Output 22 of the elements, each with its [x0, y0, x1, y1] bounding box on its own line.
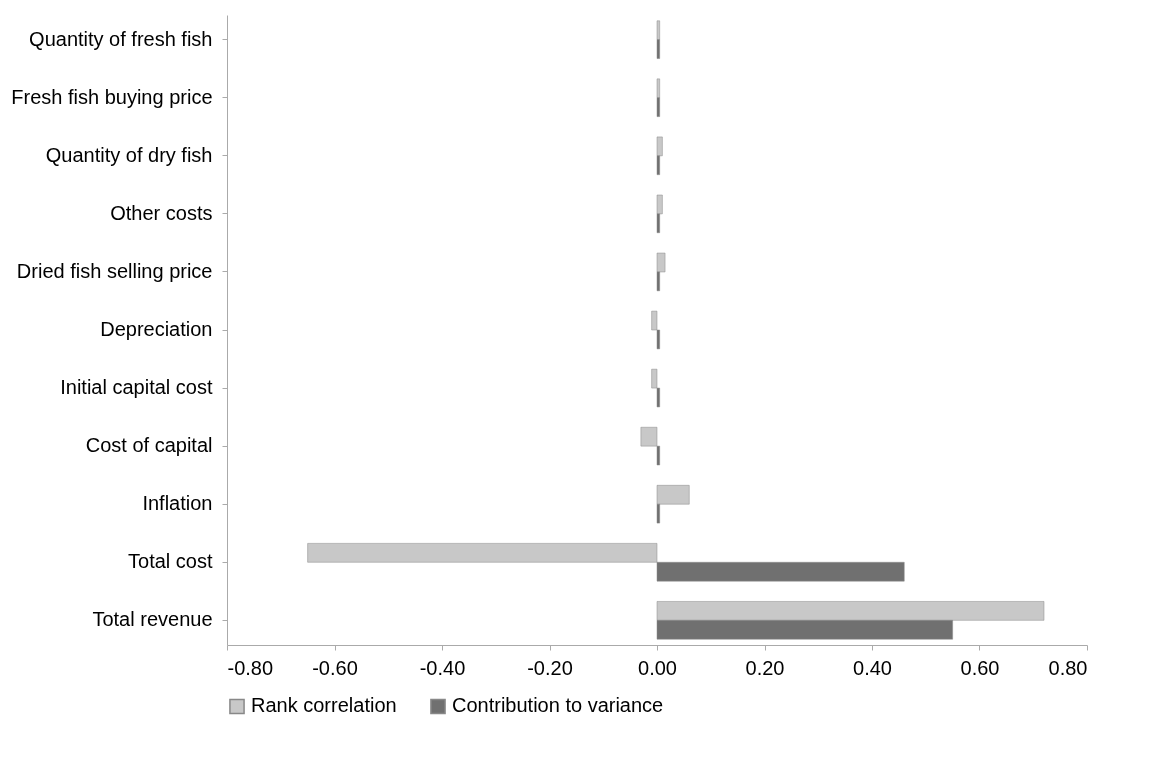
y-tick-label: Quantity of fresh fish [29, 27, 213, 50]
x-tick-label: 0.20 [745, 656, 785, 679]
legend-label: Rank correlation [251, 694, 397, 717]
y-tick-label: Cost of capital [85, 434, 213, 457]
y-tick-label: Inflation [142, 492, 213, 515]
y-tick-label: Dried fish selling price [16, 259, 213, 282]
y-tick-label: Total revenue [92, 608, 213, 631]
y-tick-label: Depreciation [100, 318, 213, 340]
legend-label: Contribution to variance [452, 694, 664, 717]
x-tick-label: 0.00 [638, 656, 677, 679]
y-tick-label: Quantity of dry fish [45, 143, 213, 166]
x-tick-label: -0.40 [419, 656, 466, 679]
y-tick-label: Other costs [110, 201, 213, 224]
x-tick-label: -0.80 [227, 656, 274, 679]
x-tick-label: 0.60 [960, 656, 1000, 679]
x-tick-label: -0.20 [527, 656, 573, 679]
y-tick-label: Total cost [128, 550, 213, 573]
y-tick-label: Fresh fish buying price [11, 85, 213, 108]
y-tick-label: Initial capital cost [60, 376, 213, 399]
x-tick-label: 0.80 [1048, 656, 1088, 679]
x-tick-label: -0.60 [312, 656, 358, 679]
x-tick-label: 0.40 [853, 656, 892, 679]
